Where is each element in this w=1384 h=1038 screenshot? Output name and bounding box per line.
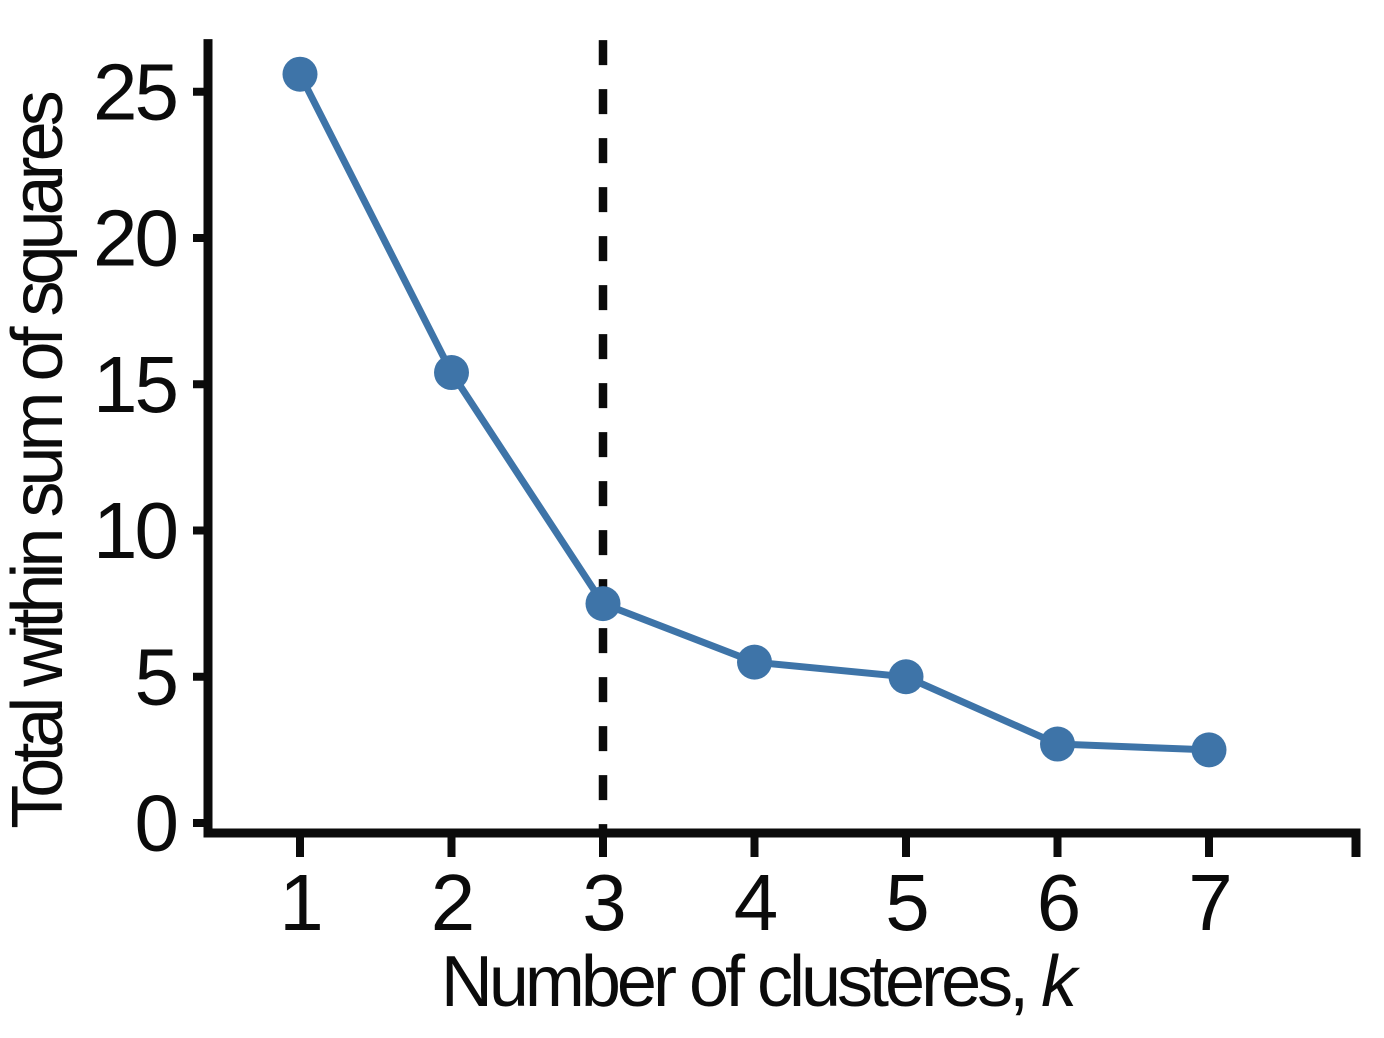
x-axis-title: Number of clusteres, k [441,942,1081,1022]
y-tick-label: 0 [135,779,177,868]
data-point-k7 [1191,732,1227,768]
x-tick-label: 5 [885,858,927,947]
plot-area: 0 5 10 15 20 25 1 2 3 4 5 6 7 [93,39,1361,947]
y-tick-label: 10 [93,486,176,575]
data-point-k5 [888,659,924,695]
y-tick-label: 20 [93,194,176,283]
x-tick-label: 3 [582,858,624,947]
y-tick-label: 5 [135,632,177,721]
x-tick-label: 1 [279,858,321,947]
x-tick-label: 7 [1188,858,1230,947]
y-axis-title: Total within sum of squares [0,92,78,828]
x-axis-title-text: Number of clusteres, [441,942,1041,1022]
data-point-k1 [282,56,318,92]
data-point-k2 [434,355,469,391]
x-tick-label: 4 [734,858,777,947]
y-tick-label: 15 [93,340,176,429]
x-tick-label: 6 [1037,858,1079,947]
x-tick-label: 2 [431,858,473,947]
y-tick-label: 25 [93,47,176,136]
data-point-k6 [1040,726,1075,762]
data-point-k4 [737,644,772,680]
x-axis-title-k: k [1041,942,1081,1022]
data-point-k3 [585,586,621,622]
